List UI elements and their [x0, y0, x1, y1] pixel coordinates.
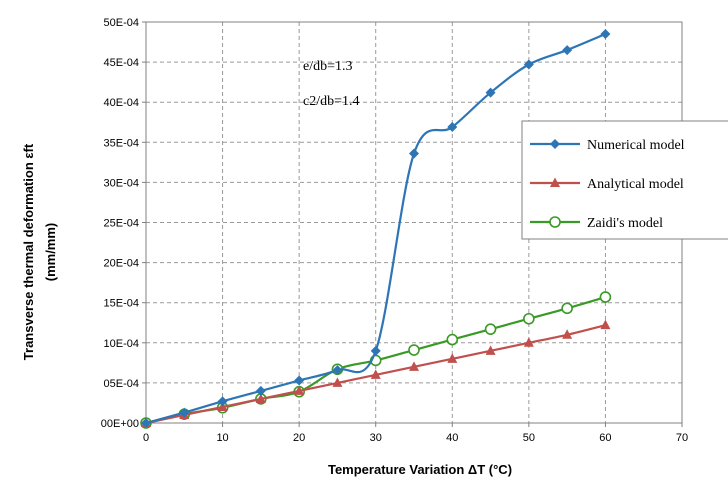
x-axis-title: Temperature Variation ΔT (°C) — [328, 462, 512, 477]
y-tick-label: 45E-04 — [104, 57, 139, 69]
y-tick-label: 40E-04 — [104, 97, 139, 109]
y-axis-title-line1: Transverse thermal deformation εft — [21, 143, 36, 360]
data-point-analytical-model — [332, 377, 343, 387]
data-point-numerical-model — [447, 122, 458, 133]
legend-label: Analytical model — [587, 177, 684, 192]
data-point-zaidi-s-model — [523, 312, 535, 325]
x-tick-label: 60 — [599, 432, 611, 444]
data-point-numerical-model — [485, 87, 496, 98]
y-tick-label: 30E-04 — [104, 177, 139, 189]
x-tick-label: 10 — [216, 432, 228, 444]
data-point-analytical-model — [294, 385, 305, 395]
data-point-analytical-model — [370, 369, 381, 379]
y-tick-label: 35E-04 — [104, 137, 139, 149]
data-point-numerical-model — [255, 385, 266, 396]
data-point-analytical-model — [485, 345, 496, 355]
grid — [146, 22, 682, 423]
annotation-c2-db: c2/db=1.4 — [303, 94, 360, 109]
annotation-e-db: e/db=1.3 — [303, 59, 353, 74]
data-point-numerical-model — [332, 365, 343, 376]
tick-labels: 0 10 20 30 40 50 60 70 00E+00 05E-04 10E-04 15E-04 2… — [101, 17, 688, 444]
data-point-analytical-model — [600, 319, 611, 330]
data-point-numerical-model — [294, 375, 305, 386]
x-tick-label: 20 — [293, 432, 305, 444]
legend-marker — [550, 139, 560, 149]
data-point-numerical-model — [562, 45, 573, 56]
y-axis-title-line2: (mm/mm) — [43, 223, 58, 282]
series-analytical-model — [141, 319, 611, 427]
data-point-numerical-model — [141, 418, 151, 428]
data-point-numerical-model — [600, 29, 611, 40]
data-point-zaidi-s-model — [408, 344, 420, 356]
data-point-analytical-model — [523, 337, 534, 347]
y-tick-label: 00E+00 — [101, 418, 139, 430]
x-tick-label: 70 — [676, 432, 688, 444]
legend-item-zaidi-s-model: Zaidi's model — [530, 216, 663, 231]
data-point-zaidi-s-model — [561, 302, 573, 315]
y-tick-label: 10E-04 — [104, 338, 139, 350]
y-tick-label: 25E-04 — [104, 218, 139, 230]
data-point-analytical-model — [409, 361, 419, 371]
data-point-zaidi-s-model — [599, 291, 612, 303]
legend-item-numerical-model: Numerical model — [530, 138, 685, 153]
data-point-zaidi-s-model — [484, 323, 497, 335]
x-tick-label: 0 — [143, 432, 149, 444]
data-point-numerical-model — [179, 407, 190, 418]
y-tick-label: 20E-04 — [104, 258, 139, 270]
data-point-numerical-model — [370, 345, 381, 356]
series — [140, 29, 612, 429]
y-tick-label: 15E-04 — [104, 298, 139, 310]
data-point-analytical-model — [255, 393, 266, 403]
data-point-numerical-model — [409, 148, 419, 159]
y-tick-label: 50E-04 — [104, 17, 139, 29]
data-point-numerical-model — [523, 59, 534, 70]
series-numerical-model — [141, 29, 611, 428]
legend-item-analytical-model: Analytical model — [530, 177, 684, 192]
x-tick-label: 40 — [446, 432, 458, 444]
y-tick-label: 05E-04 — [104, 378, 139, 390]
legend: Numerical model Analytical model Zaidi's m… — [521, 120, 728, 240]
data-point-numerical-model — [217, 396, 228, 407]
legend-label: Zaidi's model — [587, 216, 663, 231]
legend-marker — [549, 216, 561, 228]
legend-label: Numerical model — [587, 138, 685, 153]
data-point-zaidi-s-model — [446, 333, 459, 346]
legend-marker — [550, 177, 560, 187]
x-tick-label: 50 — [523, 432, 535, 444]
x-tick-label: 30 — [370, 432, 382, 444]
data-point-analytical-model — [447, 353, 458, 363]
data-point-analytical-model — [562, 329, 573, 339]
